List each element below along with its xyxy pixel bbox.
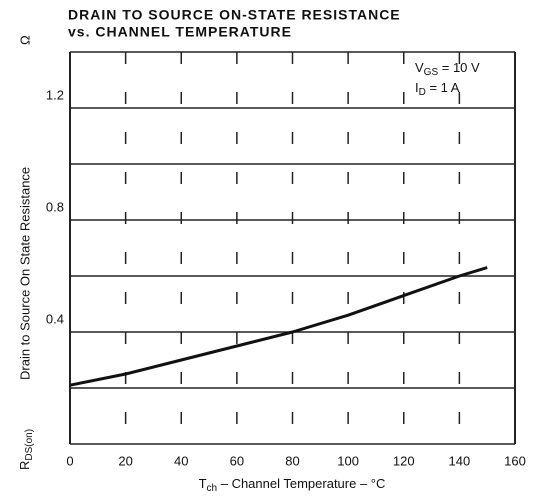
chart-title: DRAIN TO SOURCE ON-STATE RESISTANCE (68, 7, 401, 23)
y-tick-label: 1.2 (46, 87, 64, 102)
x-axis-label: Tch – Channel Temperature – °C (199, 476, 386, 493)
x-tick-label: 60 (230, 453, 244, 468)
x-tick-label: 20 (118, 453, 132, 468)
x-tick-label: 120 (393, 453, 415, 468)
annotation: ID = 1 A (415, 80, 460, 97)
y-tick-label: 0.4 (46, 311, 64, 326)
y-label-unit: Ω (17, 35, 32, 45)
x-tick-label: 40 (174, 453, 188, 468)
annotation: VGS = 10 V (415, 60, 480, 77)
y-label-symbol: RDS(on) (17, 429, 34, 470)
y-axis-label: RDS(on) Drain to Source On State Resista… (17, 35, 34, 470)
data-line (69, 266, 488, 387)
x-tick-label: 160 (504, 453, 526, 468)
y-tick-label: 0.8 (46, 199, 64, 214)
x-tick-label: 0 (66, 453, 73, 468)
y-label-text: Drain to Source On State Resistance (17, 167, 32, 380)
x-tick-label: 80 (285, 453, 299, 468)
x-tick-label: 140 (449, 453, 471, 468)
chart-subtitle: vs. CHANNEL TEMPERATURE (68, 24, 292, 40)
x-tick-label: 100 (337, 453, 359, 468)
